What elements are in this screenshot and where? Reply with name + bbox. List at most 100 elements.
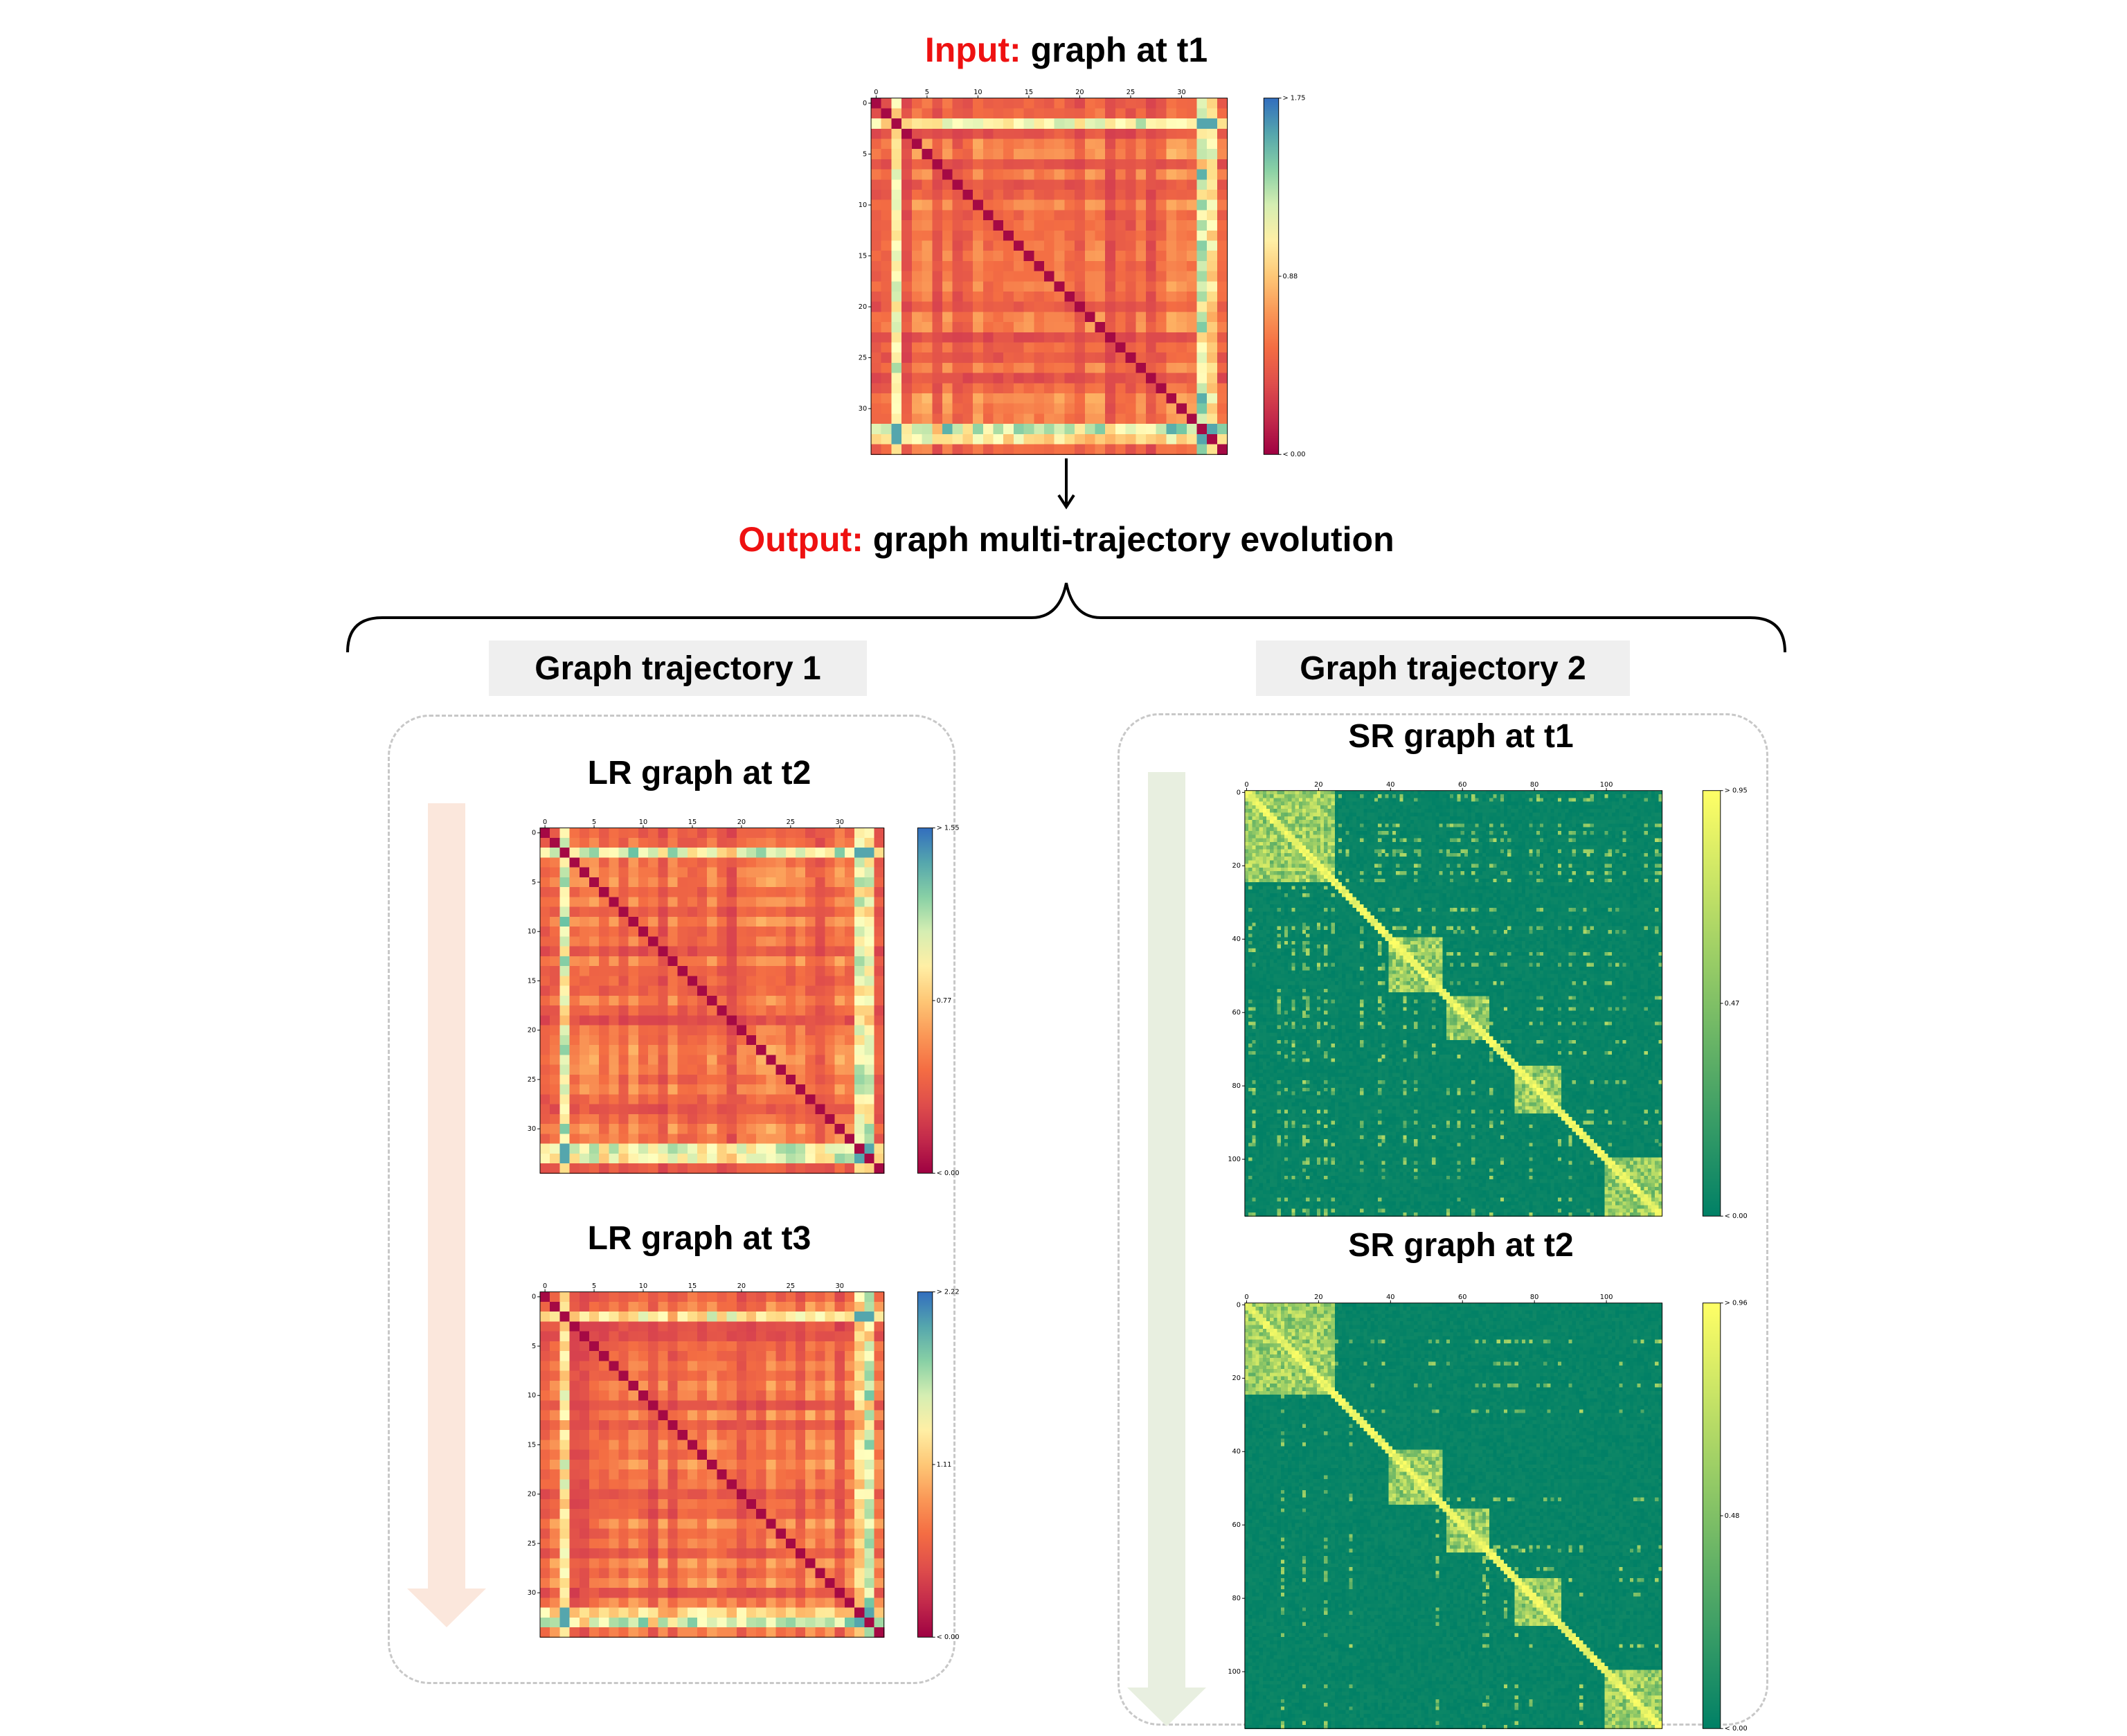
heatmap-cell [697,1035,708,1046]
heatmap-cell [550,1153,560,1164]
heatmap-cell [736,1568,747,1579]
heatmap-cell [1608,812,1613,817]
heatmap-cell [874,1400,885,1411]
heatmap-cell [618,1410,629,1421]
heatmap-cell [628,1341,639,1352]
heatmap-cell [618,1519,629,1530]
heatmap-cell [697,1094,708,1105]
heatmap-cell [589,995,600,1006]
heatmap-cell [1084,169,1096,180]
heatmap-cell [1327,809,1332,814]
heatmap-cell [766,1519,777,1530]
heatmap-cell [1608,798,1613,803]
heatmap-cell [599,1055,609,1066]
heatmap-cell [1023,444,1034,455]
heatmap-cell [1255,790,1260,795]
colorbar-min-label: < 0.00 [1283,451,1306,458]
heatmap-cell [628,946,639,957]
heatmap-cell [1356,823,1361,828]
heatmap-cell [1475,794,1480,798]
heatmap-cell [726,1380,737,1391]
heatmap-cell [1166,413,1177,424]
heatmap-cell [1023,210,1034,221]
heatmap-cell [825,1509,836,1519]
heatmap-cell [871,220,882,231]
heatmap-cell [746,1607,757,1618]
heatmap-cell [539,1074,550,1085]
heatmap-cell [1084,352,1096,364]
heatmap-cell [1176,189,1187,201]
heatmap-cell [815,1143,826,1154]
heatmap-cell [539,1005,550,1016]
heatmap-cell [736,995,747,1006]
heatmap-cell [756,1104,766,1115]
heatmap-cell [1146,159,1157,170]
heatmap-cell [569,1035,580,1046]
heatmap-cell [844,1479,855,1490]
heatmap-cell [881,373,892,384]
heatmap-cell [1475,801,1480,806]
heatmap-cell [1640,805,1645,809]
heatmap-cell [1360,801,1364,806]
heatmap-cell [1156,271,1167,282]
heatmap-cell [1518,805,1523,809]
heatmap-cell [932,342,943,353]
heatmap-cell [599,1094,609,1105]
heatmap-cell [844,897,855,908]
heatmap-cell [687,1627,698,1638]
heatmap-cell [1345,790,1350,795]
heatmap-cell [1023,260,1034,272]
heatmap-cell [697,897,708,908]
heatmap-cell [982,260,994,272]
heatmap-cell [746,1370,757,1381]
heatmap-cell [1597,790,1601,795]
heatmap-cell [1186,260,1198,272]
heatmap-cell [579,1390,590,1401]
heatmap-cell [1378,805,1382,809]
heatmap-cell [805,877,816,888]
heatmap-cell [559,946,571,957]
heatmap-cell [717,1113,728,1125]
heatmap-cell [1410,816,1415,821]
heatmap-cell [834,956,845,967]
heatmap-cell [697,827,708,839]
heatmap-cell [746,1143,757,1154]
heatmap-cell [1003,251,1014,262]
heatmap-cell [785,1410,796,1421]
heatmap-cell [618,1015,629,1026]
heatmap-cell [766,1400,777,1411]
heatmap-cell [1064,199,1075,211]
heatmap-cell [677,1459,688,1470]
heatmap-cell [922,189,933,201]
heatmap-cell [1619,812,1624,817]
heatmap-cell [599,1627,609,1638]
heatmap-cell [1313,790,1318,795]
heatmap-cell [1478,790,1483,795]
heatmap-cell [993,189,1004,201]
heatmap-cell [1514,805,1519,809]
heatmap-cell [736,1104,747,1115]
heatmap-cell [746,1430,757,1440]
heatmap-cell [638,1449,649,1460]
heatmap-cell [766,1321,777,1332]
heatmap-cell [658,1430,669,1440]
heatmap-cell [559,1025,571,1036]
heatmap-cell [539,1113,550,1125]
heatmap-cell [1496,816,1501,821]
heatmap-cell [766,897,777,908]
heatmap-cell [1136,189,1147,201]
heatmap-cell [973,169,984,180]
heatmap-cell [1176,281,1187,292]
heatmap-cell [1651,805,1655,809]
heatmap-cell [993,210,1004,221]
heatmap-cell [1626,816,1631,821]
heatmap-cell [579,1459,590,1470]
heatmap-cell [982,281,994,292]
heatmap-cell [1023,424,1034,435]
heatmap-cell [1306,790,1310,795]
heatmap-cell [1034,138,1045,150]
heatmap-cell [658,1420,669,1431]
heatmap-cell [805,827,816,839]
heatmap-cell [766,1341,777,1352]
heatmap-cell [1629,816,1634,821]
